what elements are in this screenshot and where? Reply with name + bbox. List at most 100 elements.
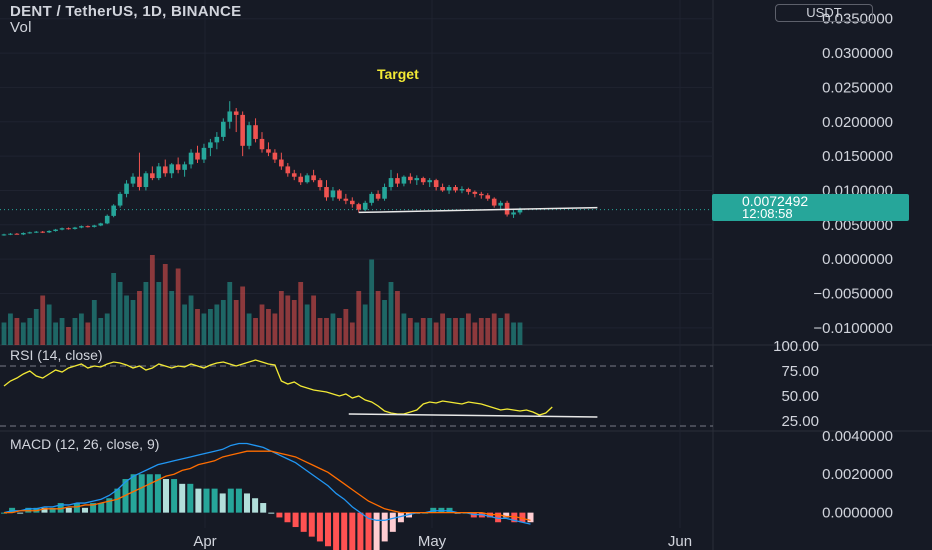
histogram-bar [519,512,526,523]
histogram-bar [373,512,380,550]
volume-bar [59,318,65,345]
rsi-support-line [348,413,598,418]
volume-bar [143,282,149,345]
candle-body [401,176,407,184]
time-tick-label: Apr [193,533,216,550]
volume-bar [517,322,523,345]
candle-body [85,226,91,228]
histogram-bar [187,483,194,513]
currency-selector[interactable]: USDT [775,4,873,22]
volume-bar [72,318,78,345]
candle-body [246,125,252,146]
volume-bar [369,259,375,345]
histogram-bar [381,512,388,542]
histogram-bar [90,503,97,513]
candle-body [298,176,303,183]
candle-body [388,178,394,188]
time-tick-label: May [418,533,447,550]
histogram-bar [195,488,202,513]
volume-label: Vol [10,19,32,36]
candle-body [156,166,162,179]
candle-body [59,228,65,230]
volume-bar [33,309,39,345]
candle-body [369,193,374,203]
macd-tick-label: 0.0000000 [822,505,893,522]
candle-body [259,138,265,150]
histogram-bar [389,512,396,532]
histogram-bar [235,488,242,513]
candle-body [98,223,104,226]
target-label: Target [377,66,419,82]
candle-body [1,234,7,236]
histogram-bar [260,503,267,513]
volume-bar [117,282,123,345]
candle-body [459,189,465,191]
histogram-bar [252,498,259,513]
candle-body [14,233,20,235]
histogram-bar [227,488,234,513]
candle-body [446,187,452,191]
histogram-bar [17,512,24,514]
volume-bar [253,318,258,345]
price-tick-label: 0.0250000 [822,79,893,96]
histogram-bar [203,488,210,513]
histogram-bar [41,507,48,513]
candle-body [440,187,445,191]
rsi-line [3,359,553,416]
volume-bar [427,318,433,345]
candle-body [240,114,245,146]
support-line [358,206,598,214]
histogram-bar [495,512,502,523]
time-axis[interactable]: Apr May Jun [193,533,692,550]
rsi-tick-label: 50.00 [781,388,819,405]
volume-bar [201,313,207,345]
price-tick-label: 0.0150000 [822,148,893,165]
volume-bar [356,291,362,345]
volume-bar [162,264,168,345]
bar-countdown: 12:08:58 [742,206,793,221]
histogram-bar [268,512,275,514]
candle-body [291,173,297,177]
volume-bar [511,322,516,345]
volume-bar [66,327,71,345]
histogram-bar [98,503,105,513]
candle-body [375,193,381,199]
candle-body [427,180,432,183]
volume-bar [266,309,271,345]
candle-body [408,176,413,181]
histogram-bar [106,498,113,513]
histogram-bar [73,503,80,513]
candle-body [337,190,342,199]
histogram-bar [325,512,331,547]
volume-bar [182,304,187,345]
volume-bar [388,282,394,345]
price-axis[interactable]: 0.0350000 0.0300000 0.0250000 0.0200000 0.01… [773,11,893,522]
histogram-bar [244,493,250,513]
volume-bar [98,318,104,345]
volume-bar [291,300,297,345]
candle-body [8,233,13,235]
volume-bar [382,300,387,345]
macd-title: MACD (12, 26, close, 9) [10,436,160,452]
volume-bar [246,313,252,345]
volume-bar [1,322,7,345]
volume-bar [272,313,278,345]
histogram-bar [292,512,299,528]
volume-bar [420,318,426,345]
candle-body [279,159,284,167]
histogram-bar [333,512,340,550]
volume-bar [188,295,194,345]
volume-bar [446,318,452,345]
candle-body [53,229,58,231]
rsi-pane [0,359,713,427]
rsi-tick-label: 25.00 [781,413,819,430]
candle-body [27,232,33,234]
volume-bar [375,291,381,345]
candle-body [143,173,149,188]
volume-bar [472,322,478,345]
candle-body [175,164,181,170]
volume-bar [195,309,200,345]
volume-bar [498,318,504,345]
